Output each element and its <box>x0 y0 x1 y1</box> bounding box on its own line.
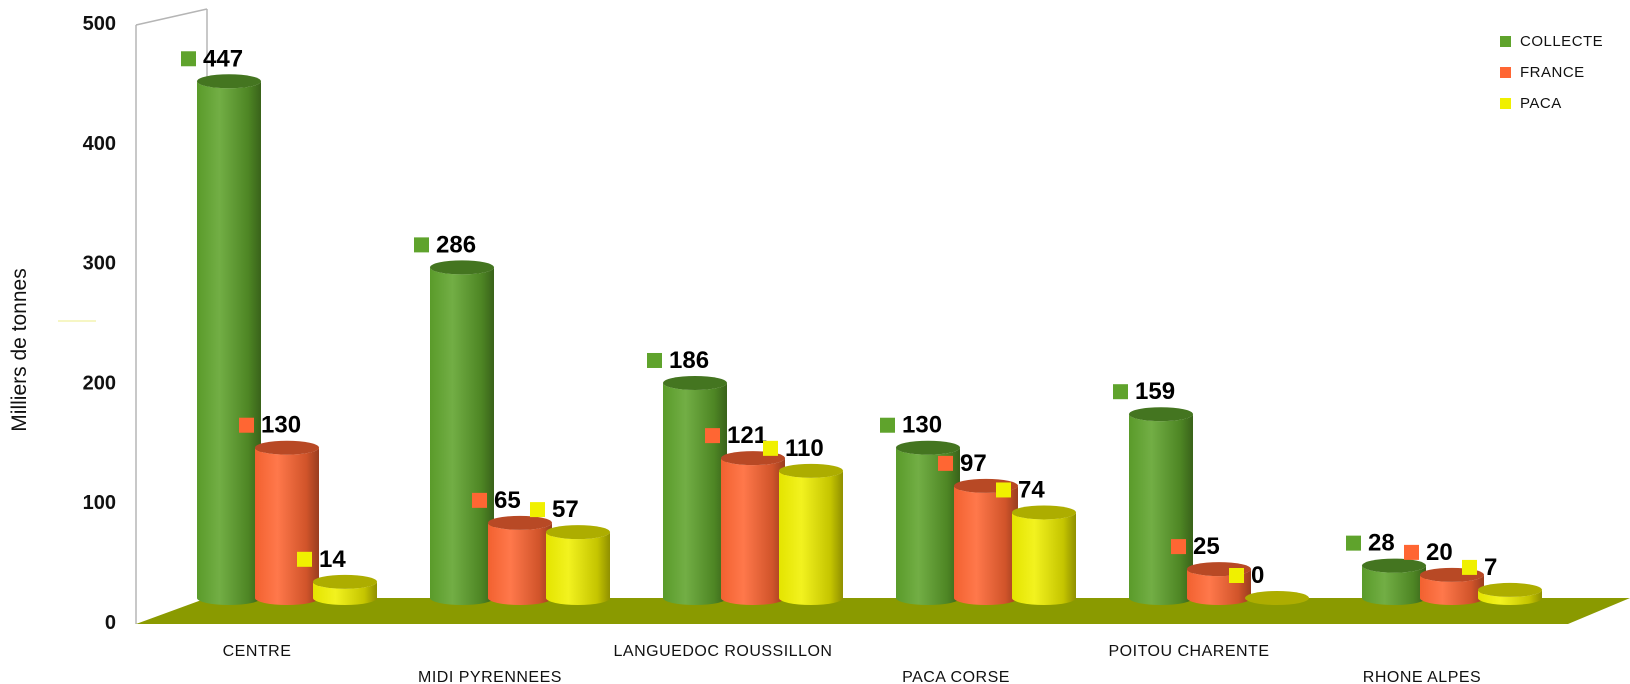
bar-collecte-0 <box>197 81 261 605</box>
bar-top-paca-4 <box>1245 591 1309 605</box>
bars <box>197 74 1542 605</box>
x-axis: CENTRE MIDI PYRENNEES LANGUEDOC ROUSSILLON… <box>223 643 1481 684</box>
bar-france-5 <box>1420 574 1484 605</box>
data-label-marker <box>1462 559 1477 575</box>
data-label-marker <box>181 51 196 67</box>
data-label-france-1: 65 <box>494 487 521 514</box>
bar-top-france-0 <box>255 440 319 455</box>
bar-france-1 <box>488 522 552 605</box>
data-label-marker <box>763 440 778 456</box>
bar-france-2 <box>721 458 785 605</box>
data-label-collecte-2: 186 <box>669 347 709 374</box>
bar-top-collecte-2 <box>663 375 727 390</box>
bar-top-france-1 <box>488 515 552 530</box>
y-tick-label: 500 <box>83 13 116 35</box>
data-label-marker <box>996 482 1011 498</box>
data-label-paca-4: 0 <box>1251 562 1264 589</box>
data-label-marker <box>1229 568 1244 583</box>
data-label-marker <box>297 551 312 567</box>
bar-collecte-4 <box>1129 414 1193 605</box>
data-label-collecte-5: 28 <box>1368 530 1395 557</box>
data-labels: 447 130 14 286 65 57 186 121 110 130 97 74 159 25 0 28 2… <box>181 45 1497 589</box>
data-label-collecte-3: 130 <box>902 412 942 439</box>
bar-top-paca-1 <box>546 525 610 540</box>
data-label-marker <box>414 237 429 253</box>
legend-label: PACA <box>1520 95 1562 112</box>
bar-top-collecte-5 <box>1362 558 1426 573</box>
x-tick-label: CENTRE <box>223 643 292 660</box>
legend-label: COLLECTE <box>1520 33 1603 50</box>
bar-paca-2 <box>779 470 843 605</box>
data-label-paca-5: 7 <box>1484 554 1497 581</box>
bar-top-paca-5 <box>1478 582 1542 597</box>
bar-collecte-2 <box>663 382 727 605</box>
legend-swatch <box>1500 36 1511 47</box>
bar-collecte-3 <box>896 447 960 605</box>
x-tick-label: PACA CORSE <box>902 669 1010 684</box>
data-label-marker <box>1113 384 1128 400</box>
y-tick-label: 200 <box>83 372 116 394</box>
legend: COLLECTE FRANCE PACA <box>1500 33 1603 112</box>
bar-paca-1 <box>546 532 610 605</box>
bar-top-collecte-4 <box>1129 407 1193 422</box>
data-label-marker <box>530 502 545 518</box>
data-label-france-5: 20 <box>1426 539 1453 566</box>
bar-france-0 <box>255 447 319 605</box>
legend-swatch <box>1500 67 1511 78</box>
x-tick-label: POITOU CHARENTE <box>1109 643 1270 660</box>
x-tick-label: RHONE ALPES <box>1363 669 1481 684</box>
y-tick-label: 100 <box>83 492 116 514</box>
x-tick-label: LANGUEDOC ROUSSILLON <box>614 643 833 660</box>
chart-frame <box>135 8 208 624</box>
data-label-marker <box>880 417 895 433</box>
data-label-marker <box>705 428 720 444</box>
data-label-marker <box>239 417 254 433</box>
bar-top-collecte-1 <box>430 260 494 275</box>
data-label-france-4: 25 <box>1193 533 1220 560</box>
bar-paca-3 <box>1012 512 1076 605</box>
data-label-france-0: 130 <box>261 412 301 439</box>
data-label-france-3: 97 <box>960 450 987 477</box>
y-axis: 0 100 200 300 400 500 <box>83 13 116 634</box>
bar-france-3 <box>954 485 1018 605</box>
bar-top-collecte-3 <box>896 440 960 455</box>
data-label-marker <box>938 455 953 471</box>
x-tick-label: MIDI PYRENNEES <box>418 669 562 684</box>
bar-collecte-5 <box>1362 565 1426 605</box>
data-label-marker <box>647 352 662 368</box>
data-label-collecte-0: 447 <box>203 45 243 72</box>
y-tick-label: 400 <box>83 133 116 155</box>
bar-paca-0 <box>313 581 377 605</box>
data-label-paca-2: 110 <box>785 435 824 462</box>
data-label-france-2: 121 <box>727 422 767 449</box>
bar-top-paca-2 <box>779 463 843 478</box>
data-label-collecte-1: 286 <box>436 231 476 258</box>
legend-label: FRANCE <box>1520 64 1585 81</box>
bar-paca-5 <box>1478 589 1542 605</box>
y-tick-label: 0 <box>105 612 116 634</box>
data-label-marker <box>472 492 487 508</box>
data-label-marker <box>1171 539 1186 555</box>
data-label-marker <box>1404 544 1419 560</box>
y-tick-label: 300 <box>83 253 116 275</box>
legend-swatch <box>1500 98 1511 109</box>
bar-top-paca-0 <box>313 574 377 589</box>
data-label-collecte-4: 159 <box>1135 378 1175 405</box>
bar-top-paca-3 <box>1012 505 1076 520</box>
data-label-paca-3: 74 <box>1018 476 1045 503</box>
y-axis-label: Milliers de tonnes <box>8 268 31 431</box>
bar-top-collecte-0 <box>197 74 261 89</box>
bar-collecte-1 <box>430 267 494 605</box>
data-label-paca-0: 14 <box>319 546 346 573</box>
data-label-paca-1: 57 <box>552 496 579 523</box>
data-label-marker <box>1346 535 1361 551</box>
